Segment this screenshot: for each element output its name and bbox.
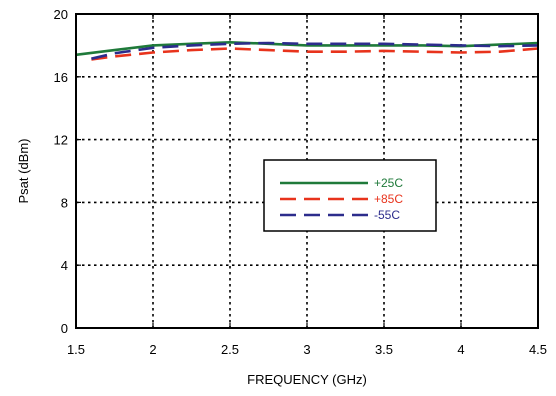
y-tick-label: 8 — [61, 195, 68, 210]
y-axis-title: Psat (dBm) — [16, 138, 31, 203]
x-tick-label: 3.5 — [375, 342, 393, 357]
x-axis-title: FREQUENCY (GHz) — [247, 372, 367, 387]
y-tick-label: 4 — [61, 258, 68, 273]
legend-label-minus-55c: -55C — [374, 208, 400, 222]
series-line-2 — [91, 41, 539, 60]
x-tick-label: 1.5 — [67, 342, 85, 357]
series-lines — [75, 40, 539, 61]
x-tick-label: 2 — [149, 342, 156, 357]
x-tick-label: 4 — [457, 342, 464, 357]
x-tick-label: 3 — [303, 342, 310, 357]
tick-labels: 1.5 2 2.5 3 3.5 4 4.5 0 4 8 12 16 20 — [54, 7, 548, 357]
legend-label-85c: +85C — [374, 192, 403, 206]
legend-box — [263, 159, 437, 232]
y-tick-label: 12 — [54, 133, 68, 148]
x-tick-label: 4.5 — [529, 342, 547, 357]
legend: +25C +85C -55C — [263, 159, 437, 232]
y-tick-label: 16 — [54, 70, 68, 85]
x-tick-label: 2.5 — [221, 342, 239, 357]
series-line-1 — [91, 47, 539, 61]
y-tick-label: 0 — [61, 321, 68, 336]
y-tick-label: 20 — [54, 7, 68, 22]
legend-label-25c: +25C — [374, 176, 403, 190]
